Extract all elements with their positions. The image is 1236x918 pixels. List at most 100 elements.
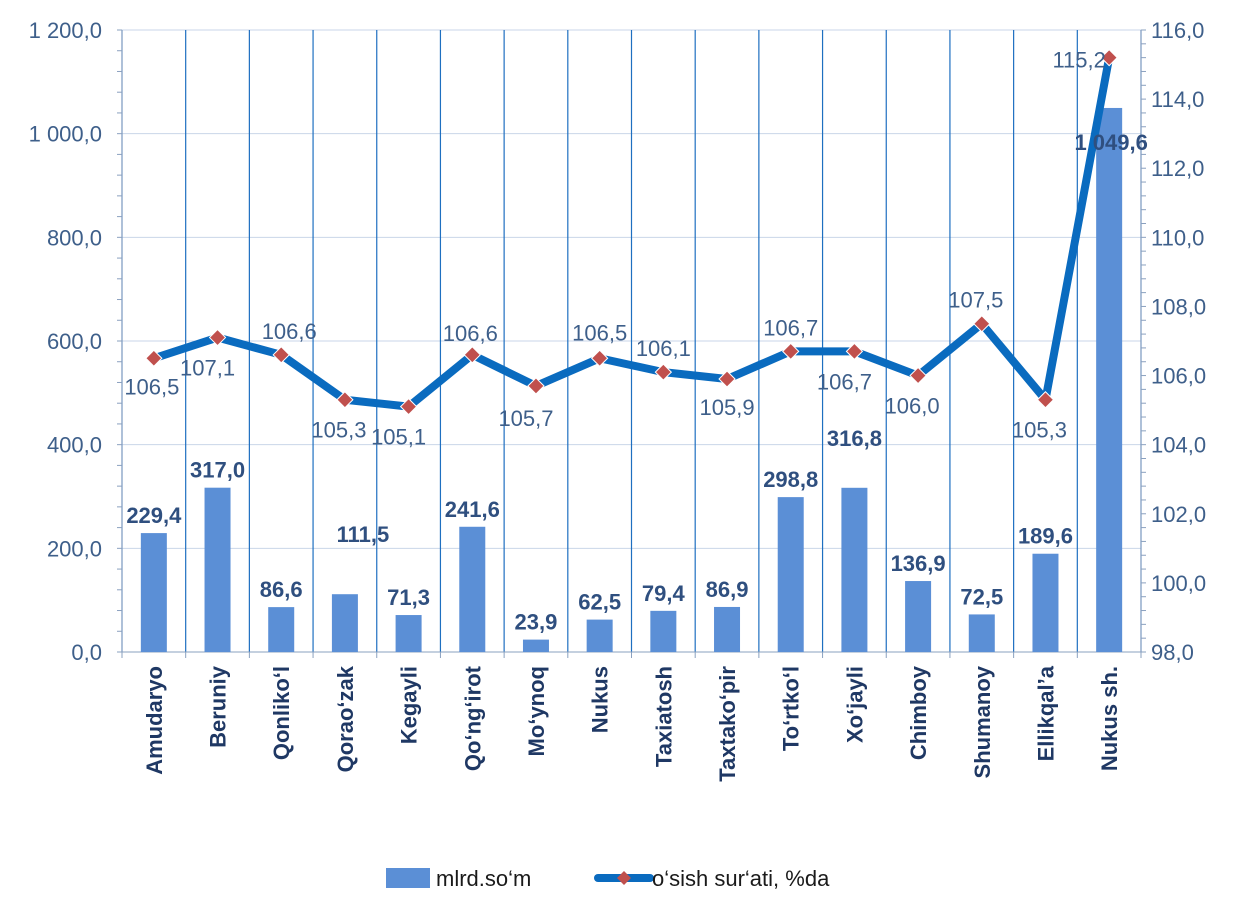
x-tick-label: Qonliko‘l — [269, 666, 294, 760]
line-marker — [973, 315, 991, 333]
y-right-tick-label: 106,0 — [1151, 364, 1206, 389]
line-data-label: 106,1 — [636, 336, 691, 361]
legend-bar-swatch — [386, 868, 430, 888]
x-tick-label: Kegayli — [397, 666, 422, 744]
bar — [395, 615, 422, 652]
bar — [140, 533, 167, 652]
line-data-label: 106,7 — [817, 369, 872, 394]
line-data-label: 107,1 — [180, 356, 235, 381]
bar-data-label: 316,8 — [827, 426, 882, 451]
line-marker — [909, 366, 927, 385]
line-data-label: 106,6 — [262, 319, 317, 344]
y-right-tick-label: 100,0 — [1151, 571, 1206, 596]
y-left-tick-label: 1 000,0 — [29, 122, 102, 147]
line-marker — [145, 349, 163, 367]
x-tick-label: Xo‘jayli — [842, 666, 867, 743]
line-data-label: 106,0 — [885, 394, 940, 419]
line-data-label: 115,2 — [1052, 48, 1105, 73]
line-data-label: 105,9 — [700, 395, 755, 420]
bar-data-label: 86,9 — [706, 577, 749, 602]
x-tick-label: Amudaryo — [142, 666, 167, 775]
bar — [1032, 553, 1059, 652]
bar — [905, 581, 932, 652]
y-left-tick-label: 0,0 — [71, 640, 102, 665]
x-tick-label: Qo‘ng‘irot — [460, 665, 485, 771]
line-marker — [1100, 48, 1118, 67]
bar — [204, 487, 231, 652]
line-marker — [399, 397, 418, 416]
line-data-label: 106,5 — [124, 374, 179, 399]
line-data-label: 105,1 — [371, 425, 426, 450]
y-left-tick-label: 400,0 — [47, 433, 102, 458]
line-marker — [782, 342, 800, 361]
bar-data-label: 317,0 — [190, 458, 245, 483]
line-data-label: 106,6 — [443, 321, 498, 346]
x-tick-label: Qorao‘zak — [333, 665, 358, 772]
bar — [268, 607, 295, 652]
y-right-tick-label: 104,0 — [1151, 433, 1206, 458]
bar-data-label: 23,9 — [515, 610, 558, 635]
y-right-tick-label: 102,0 — [1151, 502, 1206, 527]
bar — [1096, 107, 1123, 652]
line-data-label: 105,3 — [1012, 418, 1067, 443]
bar-data-label: 241,6 — [445, 497, 500, 522]
bar — [968, 614, 995, 652]
line-marker — [272, 346, 290, 364]
bar — [331, 594, 358, 652]
line-marker — [463, 346, 481, 364]
bar-data-label: 229,4 — [126, 503, 182, 528]
bar — [522, 639, 549, 652]
bar — [459, 526, 486, 652]
x-tick-label: Mo‘ynoq — [524, 666, 549, 756]
x-tick-label: Shumanoy — [970, 665, 995, 778]
y-right-tick-label: 114,0 — [1151, 87, 1204, 112]
line-data-label: 105,3 — [311, 418, 366, 443]
line-marker — [527, 377, 545, 395]
y-right-tick-label: 112,0 — [1151, 156, 1204, 181]
bar-data-label: 1 049,6 — [1074, 130, 1147, 155]
legend-label-bars: mlrd.so‘m — [436, 866, 531, 891]
bar — [841, 487, 868, 652]
bar — [650, 610, 677, 652]
bar-data-label: 72,5 — [960, 584, 1003, 609]
bar-data-label: 71,3 — [387, 585, 430, 610]
y-left-tick-label: 200,0 — [47, 536, 102, 561]
y-right-tick-label: 116,0 — [1151, 18, 1204, 43]
y-left-tick-label: 1 200,0 — [29, 18, 102, 43]
bar — [586, 619, 613, 652]
bar — [777, 497, 804, 652]
x-tick-label: Taxiatosh — [651, 666, 676, 767]
bar-data-label: 86,6 — [260, 577, 303, 602]
x-tick-label: Chimboy — [906, 665, 931, 760]
y-right-tick-label: 110,0 — [1151, 225, 1204, 250]
bar-data-label: 111,5 — [337, 522, 390, 547]
x-tick-label: Beruniy — [206, 665, 231, 748]
bar-data-label: 136,9 — [891, 551, 946, 576]
line-marker — [336, 391, 354, 409]
line-data-label: 106,7 — [763, 315, 818, 340]
legend-label-line: o‘sish sur‘ati, %da — [652, 866, 830, 891]
line-data-label: 106,5 — [572, 320, 627, 345]
bar-data-label: 79,4 — [642, 581, 686, 606]
legend-line-marker — [617, 871, 631, 885]
bar-data-label: 189,6 — [1018, 524, 1073, 549]
x-tick-label: Nukus sh. — [1097, 666, 1122, 771]
x-tick-label: Nukus — [588, 666, 613, 733]
bar-data-label: 298,8 — [763, 467, 818, 492]
series-line — [149, 53, 1114, 411]
line-marker — [590, 349, 609, 367]
line-data-label: 105,7 — [498, 406, 553, 431]
x-tick-label: To‘rtko‘l — [779, 666, 804, 751]
bar-data-label: 62,5 — [578, 590, 621, 615]
line-data-label: 107,5 — [948, 288, 1003, 313]
x-tick-label: Taxtako‘pir — [715, 666, 740, 782]
line-marker — [654, 363, 673, 381]
y-right-tick-label: 98,0 — [1151, 640, 1194, 665]
y-left-tick-label: 800,0 — [47, 225, 102, 250]
line-marker — [1036, 391, 1055, 409]
line-marker — [718, 370, 736, 388]
y-left-tick-label: 600,0 — [47, 329, 102, 354]
line-marker — [208, 328, 227, 347]
